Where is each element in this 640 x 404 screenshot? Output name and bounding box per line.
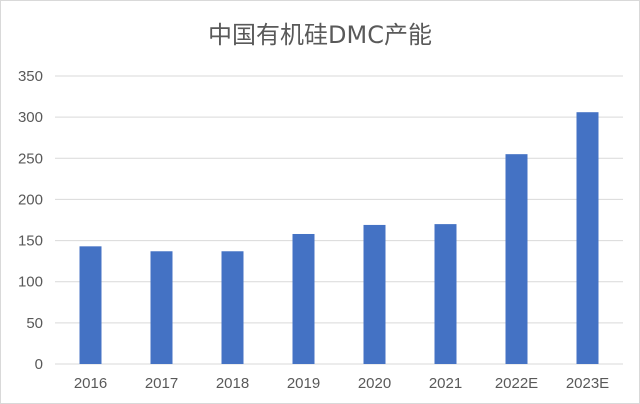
bar-2021 [434,224,457,364]
bar-2016 [79,246,102,364]
y-tick-label: 350 [18,68,43,85]
gridlines [55,75,623,365]
x-tick-label: 2023E [566,375,609,392]
y-tick-label: 100 [18,274,43,291]
x-axis-ticks: 2016 2017 2018 2019 2020 2021 2022E 2023E [74,375,609,392]
y-tick-label: 50 [26,315,43,332]
y-tick-label: 250 [18,150,43,167]
x-tick-label: 2021 [429,375,462,392]
bar-2020 [363,224,386,364]
x-tick-label: 2022E [495,375,538,392]
x-tick-label: 2016 [74,375,107,392]
bar-2019 [292,233,315,364]
bar-2023E [576,112,599,364]
bar-2017 [150,251,173,364]
chart-title: 中国有机硅DMC产能 [208,21,432,49]
x-tick-label: 2017 [145,375,178,392]
x-tick-label: 2020 [358,375,391,392]
y-tick-label: 0 [35,356,43,373]
y-tick-label: 300 [18,109,43,126]
bar-2022E [505,154,528,364]
y-tick-label: 200 [18,191,43,208]
bar-2018 [221,251,244,364]
y-axis-ticks: 0 50 100 150 200 250 300 350 [18,68,43,373]
x-tick-label: 2019 [287,375,320,392]
x-tick-label: 2018 [216,375,249,392]
y-tick-label: 150 [18,233,43,250]
bars [79,112,599,364]
